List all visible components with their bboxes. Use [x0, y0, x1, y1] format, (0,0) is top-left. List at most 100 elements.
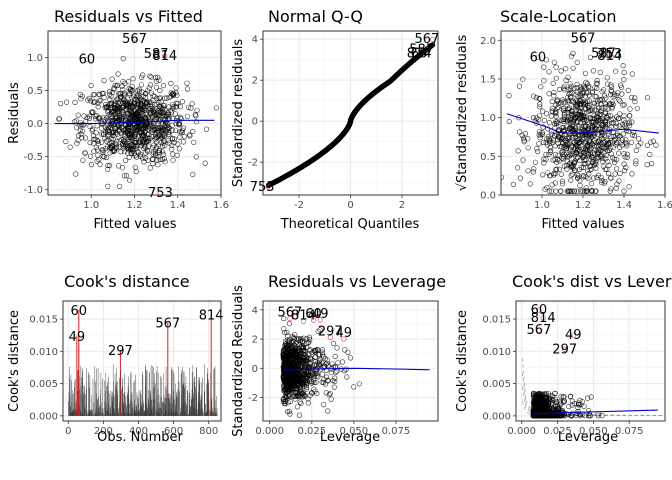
- data-point: [312, 359, 319, 365]
- point-label: 60: [411, 47, 428, 62]
- data-point: [82, 135, 88, 141]
- data-point: [567, 131, 573, 137]
- data-point: [176, 121, 182, 128]
- y-tick-label: 0.005: [482, 379, 511, 390]
- data-point: [161, 138, 167, 144]
- data-point: [581, 113, 587, 119]
- data-point: [546, 133, 552, 139]
- data-point: [137, 105, 144, 111]
- data-point: [527, 181, 533, 187]
- data-point: [130, 76, 136, 82]
- data-point: [77, 91, 83, 98]
- data-point: [580, 153, 586, 159]
- data-point: [108, 109, 114, 116]
- data-point: [126, 145, 132, 151]
- x-tick-label: 0.025: [543, 426, 572, 437]
- bar-label: 814: [199, 309, 224, 324]
- data-point: [644, 95, 651, 101]
- data-point: [103, 154, 110, 160]
- data-point: [107, 124, 113, 130]
- data-point: [583, 185, 589, 191]
- data-point: [627, 106, 633, 112]
- x-tick-label: 0.075: [615, 426, 644, 437]
- data-point: [616, 123, 622, 129]
- data-point: [520, 76, 526, 82]
- data-point: [596, 111, 603, 117]
- data-point: [566, 117, 573, 123]
- data-point: [297, 339, 303, 345]
- data-point: [599, 89, 605, 95]
- data-point: [112, 129, 119, 136]
- data-point: [307, 376, 313, 382]
- data-point: [569, 188, 575, 194]
- data-point: [548, 113, 554, 119]
- data-point: [601, 132, 607, 139]
- data-point: [80, 128, 86, 134]
- data-point: [590, 119, 596, 126]
- data-point: [292, 393, 298, 399]
- data-point: [81, 113, 87, 119]
- data-point: [153, 84, 159, 90]
- data-point: [88, 82, 94, 89]
- bar-label: 297: [108, 344, 133, 359]
- data-point: [633, 147, 639, 154]
- data-point: [608, 175, 614, 181]
- data-point: [123, 173, 130, 179]
- data-point: [103, 138, 110, 144]
- data-point: [179, 98, 186, 105]
- data-point: [90, 133, 96, 139]
- data-point: [137, 151, 144, 157]
- data-point: [535, 54, 541, 60]
- data-point: [150, 124, 156, 130]
- data-point: [603, 156, 609, 162]
- data-point: [146, 114, 152, 120]
- data-point: [558, 188, 564, 194]
- data-point: [536, 95, 542, 101]
- data-point: [164, 95, 170, 101]
- data-point: [608, 84, 615, 90]
- data-point: [574, 99, 581, 105]
- x-tick-label: 0.075: [382, 426, 411, 437]
- data-point: [127, 124, 133, 130]
- data-point: [626, 119, 633, 125]
- data-point: [327, 391, 333, 397]
- data-point: [280, 356, 287, 362]
- data-point: [175, 114, 181, 120]
- data-point: [607, 91, 614, 98]
- data-point: [99, 147, 105, 153]
- data-point: [602, 101, 609, 107]
- data-point: [162, 112, 168, 119]
- data-point: [345, 349, 351, 355]
- data-point: [535, 148, 541, 154]
- data-point: [100, 153, 106, 159]
- data-point: [574, 172, 581, 178]
- data-point: [281, 355, 287, 361]
- data-point: [582, 188, 588, 194]
- data-point: [305, 400, 312, 406]
- data-point: [297, 353, 303, 359]
- data-point: [157, 87, 163, 94]
- data-point: [159, 157, 166, 163]
- data-point: [613, 92, 619, 99]
- x-tick-label: 600: [164, 426, 183, 437]
- data-point: [265, 184, 271, 190]
- data-point: [623, 127, 630, 134]
- data-point: [104, 104, 110, 110]
- data-point: [111, 147, 117, 153]
- panel-title: Normal Q-Q: [268, 7, 363, 26]
- data-point: [613, 142, 619, 148]
- data-point: [563, 163, 570, 169]
- x-tick-label: 1.6: [657, 200, 672, 211]
- data-point: [586, 410, 593, 417]
- data-point: [82, 150, 88, 156]
- data-point: [580, 83, 587, 89]
- data-point: [134, 123, 140, 130]
- data-point: [538, 84, 544, 90]
- x-tick-label: 1.6: [213, 200, 229, 211]
- data-point: [173, 100, 179, 106]
- x-tick-label: 0.000: [255, 426, 284, 437]
- data-point: [282, 388, 288, 395]
- data-point: [193, 154, 199, 160]
- data-point: [600, 123, 606, 129]
- data-point: [152, 102, 158, 108]
